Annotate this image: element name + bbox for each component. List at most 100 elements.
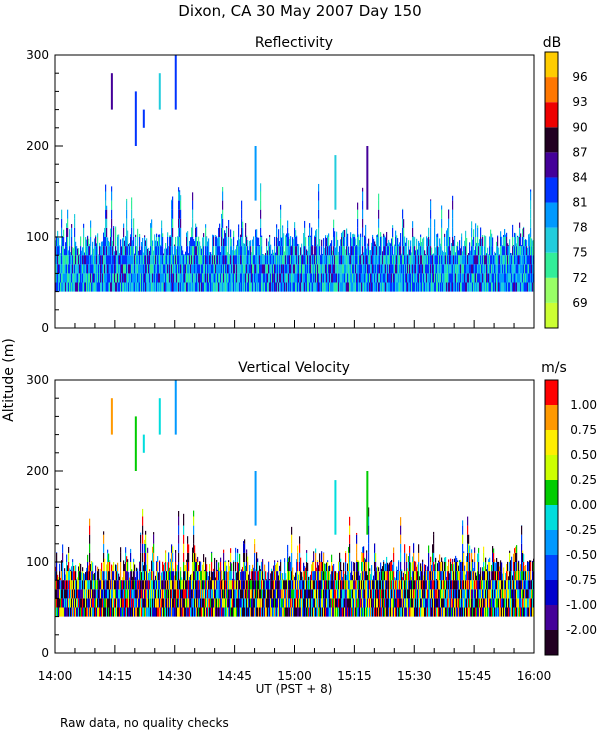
data-cell [106, 246, 108, 256]
data-cell [205, 246, 207, 256]
data-cell [160, 598, 162, 608]
data-cell [397, 282, 399, 292]
data-cell [132, 598, 134, 608]
data-cell [528, 255, 530, 265]
data-cell [330, 589, 332, 599]
data-cell [344, 246, 346, 256]
data-cell [221, 571, 223, 581]
data-cell [95, 273, 97, 283]
data-cell [131, 218, 133, 228]
data-cell [409, 255, 411, 265]
data-cell [158, 572, 160, 581]
data-cell [403, 273, 405, 283]
data-cell [503, 264, 505, 274]
data-cell [62, 264, 64, 274]
data-cell [472, 246, 474, 256]
data-cell [83, 237, 85, 247]
data-cell [481, 282, 483, 292]
data-cell [116, 571, 118, 581]
data-cell [168, 282, 170, 292]
data-cell [67, 255, 69, 265]
data-cell [79, 264, 81, 274]
data-cell [164, 264, 166, 274]
data-cell [269, 255, 271, 265]
data-cell [123, 223, 125, 228]
data-cell [154, 264, 156, 274]
data-cell [530, 218, 532, 228]
data-cell [311, 589, 313, 599]
data-cell [377, 255, 379, 265]
data-cell [228, 273, 230, 283]
data-cell [416, 282, 418, 292]
data-cell [63, 246, 65, 256]
data-cell [532, 273, 534, 283]
data-cell [353, 246, 355, 256]
data-cell [416, 255, 418, 265]
data-cell [413, 255, 415, 265]
data-cell [448, 218, 450, 228]
data-cell [119, 273, 121, 283]
data-cell [146, 607, 148, 617]
data-cell [274, 237, 276, 247]
data-cell [505, 282, 507, 292]
data-cell [183, 254, 185, 256]
data-cell [397, 238, 399, 247]
data-cell [482, 264, 484, 274]
data-cell [449, 246, 451, 256]
data-cell [170, 255, 172, 265]
data-cell [182, 264, 184, 274]
data-cell [236, 244, 238, 247]
data-cell [81, 282, 83, 292]
data-cell [400, 237, 402, 247]
data-cell [132, 246, 134, 256]
data-cell [355, 238, 357, 247]
data-cell [69, 580, 71, 590]
data-cell [65, 282, 67, 292]
data-cell [115, 237, 117, 247]
data-cell [480, 237, 482, 247]
data-cell [101, 273, 103, 283]
data-cell [205, 227, 207, 237]
data-cell [335, 589, 337, 599]
data-cell [292, 273, 294, 283]
data-cell [464, 240, 466, 247]
data-cell [286, 233, 288, 237]
data-cell [264, 264, 266, 274]
data-cell [256, 255, 258, 265]
data-cell [493, 282, 495, 292]
data-cell [461, 273, 463, 283]
data-cell [134, 264, 136, 274]
data-cell [79, 562, 81, 572]
data-cell [230, 282, 232, 292]
data-cell [282, 580, 284, 590]
data-cell [125, 237, 127, 247]
data-cell [302, 282, 304, 292]
data-cell [178, 187, 180, 192]
data-cell [398, 273, 400, 283]
data-cell [362, 227, 364, 237]
data-cell [281, 237, 283, 247]
data-cell [98, 580, 100, 590]
data-cell [293, 575, 295, 581]
data-cell [56, 246, 58, 256]
data-cell [74, 255, 76, 265]
data-cell [247, 246, 249, 256]
data-cell [67, 571, 69, 581]
data-cell [523, 237, 525, 247]
data-cell [174, 589, 176, 599]
data-cell [123, 580, 125, 590]
data-cell [301, 572, 303, 581]
data-cell [256, 552, 258, 562]
data-cell [84, 264, 86, 274]
data-cell [447, 228, 449, 237]
panel1-title: Reflectivity [255, 35, 333, 51]
data-cell [134, 607, 136, 617]
data-cell [243, 282, 245, 292]
data-cell [71, 282, 73, 292]
data-cell [192, 547, 194, 553]
data-cell [172, 227, 174, 237]
data-cell [312, 255, 314, 265]
data-cell [135, 264, 137, 274]
data-cell [97, 282, 99, 292]
